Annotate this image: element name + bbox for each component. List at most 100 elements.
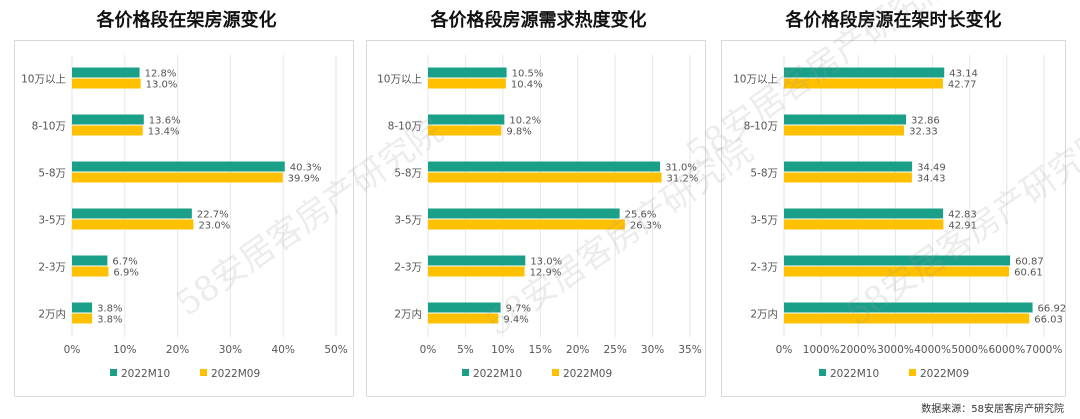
bar-chart-listings: 0% 10% 20% 30% 40% 50% 10万以上 12.8%13.0% 8-10万 13.… xyxy=(21,55,348,380)
x-tick-label: 0% xyxy=(64,344,81,356)
data-label: 6.7% xyxy=(112,257,137,268)
bar-series-b xyxy=(784,172,912,183)
x-tick-label: 1000% xyxy=(803,344,840,356)
data-label: 43.14 xyxy=(949,69,978,80)
bar-series-b xyxy=(72,172,283,183)
bar-series-a xyxy=(428,67,507,78)
x-tick-label: 5000% xyxy=(951,344,988,356)
x-tick-label: 4000% xyxy=(914,344,951,356)
bar-chart-duration: 0% 1000% 2000% 3000% 4000% 5000% 6000% 7000% 10万… xyxy=(733,55,1067,380)
data-label: 42.91 xyxy=(948,221,977,232)
data-label: 60.87 xyxy=(1015,257,1044,268)
data-label: 12.8% xyxy=(145,69,177,80)
category-label: 5-8万 xyxy=(394,168,422,180)
bar-series-b xyxy=(428,266,525,277)
category-label: 2-3万 xyxy=(38,262,66,274)
data-label: 42.83 xyxy=(948,210,977,221)
data-label: 6.9% xyxy=(113,268,138,279)
legend-label: 2022M09 xyxy=(211,368,260,380)
bar-series-a xyxy=(428,302,501,313)
legend-swatch xyxy=(200,369,207,376)
chart-panel-duration: 0% 1000% 2000% 3000% 4000% 5000% 6000% 7000% 10万… xyxy=(721,40,1066,397)
legend-label: 2022M10 xyxy=(121,368,170,380)
bar-series-a xyxy=(784,208,944,219)
bar-series-b xyxy=(784,78,943,89)
data-label: 10.4% xyxy=(511,80,543,91)
category-label: 3-5万 xyxy=(750,215,778,227)
data-label: 9.7% xyxy=(506,304,531,315)
data-label: 12.9% xyxy=(530,268,562,279)
bar-series-a xyxy=(72,161,285,172)
data-label: 66.03 xyxy=(1034,315,1063,326)
bar-series-a xyxy=(784,161,913,172)
data-label: 32.86 xyxy=(911,116,940,127)
bar-series-a xyxy=(72,114,144,125)
bar-series-b xyxy=(428,313,499,324)
bar-series-a xyxy=(428,114,505,125)
category-label: 8-10万 xyxy=(32,121,66,133)
x-tick-label: 0% xyxy=(420,344,437,356)
category-label: 2万内 xyxy=(38,308,66,321)
data-label: 31.2% xyxy=(667,174,699,185)
bar-series-a xyxy=(784,114,907,125)
data-label: 9.8% xyxy=(506,127,531,138)
bar-series-b xyxy=(72,219,194,230)
data-label: 42.77 xyxy=(948,80,977,91)
data-label: 13.0% xyxy=(530,257,562,268)
bar-series-a xyxy=(784,67,945,78)
data-label: 31.0% xyxy=(665,163,697,174)
x-tick-label: 0% xyxy=(776,344,793,356)
bar-series-a xyxy=(72,255,108,266)
bar-series-b xyxy=(784,125,905,136)
category-label: 10万以上 xyxy=(733,74,778,86)
legend-swatch xyxy=(819,369,826,376)
data-label: 10.2% xyxy=(509,116,541,127)
data-label: 13.0% xyxy=(146,80,178,91)
x-tick-label: 7000% xyxy=(1026,344,1063,356)
category-label: 2-3万 xyxy=(394,262,422,274)
data-label: 39.9% xyxy=(288,174,320,185)
category-label: 5-8万 xyxy=(38,168,66,180)
legend-label: 2022M10 xyxy=(473,368,522,380)
category-label: 3-5万 xyxy=(394,215,422,227)
chart-panel-demand: 0% 5% 10% 15% 20% 25% 30% 35% 10万以上 10.5% 10.4% 8-1… xyxy=(366,40,706,397)
bar-series-b xyxy=(72,125,143,136)
x-tick-label: 20% xyxy=(566,344,589,356)
category-label: 10万以上 xyxy=(21,74,66,86)
legend-swatch xyxy=(110,369,117,376)
data-label: 26.3% xyxy=(630,221,662,232)
bar-series-a xyxy=(72,302,93,313)
category-label: 10万以上 xyxy=(377,74,422,86)
data-label: 34.49 xyxy=(917,163,946,174)
bar-series-b xyxy=(428,78,506,89)
bar-series-a xyxy=(72,67,140,78)
category-label: 2-3万 xyxy=(750,262,778,274)
source-note: 数据来源：58安居客房产研究院 xyxy=(921,404,1064,415)
bar-series-a xyxy=(784,302,1033,313)
data-label: 3.8% xyxy=(97,304,122,315)
bar-series-a xyxy=(428,255,526,266)
data-label: 25.6% xyxy=(625,210,657,221)
x-tick-label: 40% xyxy=(272,344,295,356)
bar-series-a xyxy=(428,208,620,219)
x-tick-label: 20% xyxy=(166,344,189,356)
bar-series-b xyxy=(72,78,141,89)
x-tick-label: 3000% xyxy=(877,344,914,356)
data-label: 40.3% xyxy=(290,163,322,174)
x-tick-label: 10% xyxy=(491,344,514,356)
data-label: 60.61 xyxy=(1014,268,1043,279)
data-label: 23.0% xyxy=(198,221,230,232)
chart-title: 各价格段房源在架时长变化 xyxy=(785,10,1002,31)
bar-series-b xyxy=(784,313,1030,324)
data-label: 34.43 xyxy=(917,174,946,185)
x-tick-label: 50% xyxy=(324,344,347,356)
category-label: 5-8万 xyxy=(750,168,778,180)
data-label: 66.92 xyxy=(1038,304,1067,315)
bar-series-b xyxy=(72,313,93,324)
data-label: 13.4% xyxy=(148,127,180,138)
chart-title: 各价格段在架房源变化 xyxy=(96,10,277,31)
bar-chart-demand: 0% 5% 10% 15% 20% 25% 30% 35% 10万以上 10.5%10.4% 8-1… xyxy=(377,55,702,380)
bar-series-a xyxy=(72,208,192,219)
bar-series-b xyxy=(784,219,944,230)
x-tick-label: 30% xyxy=(641,344,664,356)
